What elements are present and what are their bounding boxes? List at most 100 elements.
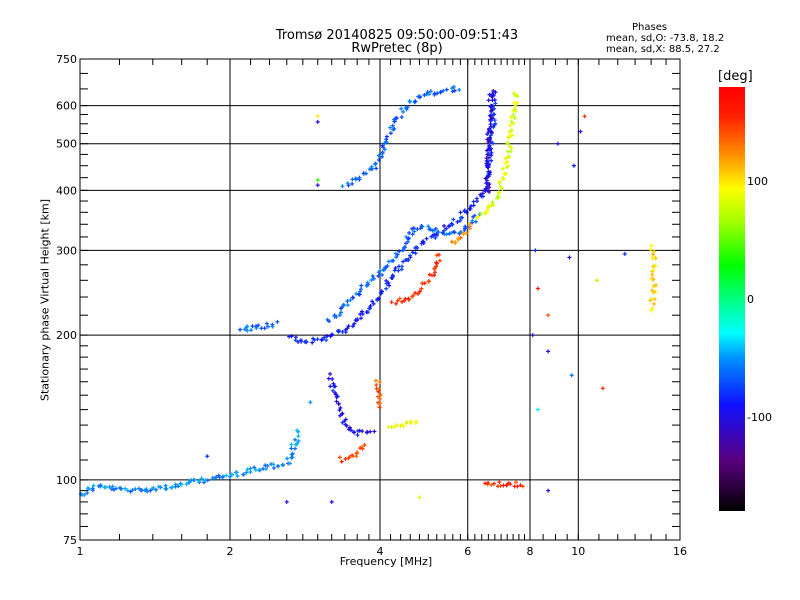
data-point: [347, 454, 352, 459]
data-point: [365, 280, 370, 285]
data-point: [296, 439, 301, 444]
data-point: [355, 433, 360, 438]
data-point: [498, 184, 503, 189]
data-point: [343, 417, 348, 422]
x-tick-label: 16: [673, 545, 687, 558]
colorbar-tick-label: 0: [747, 293, 754, 306]
data-point: [535, 286, 540, 291]
data-point: [394, 255, 399, 260]
chart-subtitle: RwPretec (8p): [351, 41, 443, 56]
data-point: [244, 470, 249, 475]
data-point: [369, 166, 374, 171]
data-point: [252, 465, 257, 470]
data-point: [332, 314, 337, 319]
data-point: [289, 334, 294, 339]
data-point: [391, 274, 396, 279]
data-point: [144, 487, 149, 492]
data-point: [330, 376, 335, 381]
data-point: [501, 177, 506, 182]
data-point: [489, 203, 494, 208]
data-point: [377, 386, 382, 391]
data-point: [292, 437, 297, 442]
data-point: [386, 259, 391, 264]
data-point: [249, 328, 254, 333]
data-point: [450, 89, 455, 94]
data-point: [467, 221, 472, 226]
data-point: [455, 219, 460, 224]
data-point: [486, 163, 491, 168]
data-point: [350, 324, 355, 329]
data-point: [650, 288, 655, 293]
data-point: [462, 228, 467, 233]
data-point: [91, 483, 96, 488]
data-point: [419, 241, 424, 246]
data-point: [349, 428, 354, 433]
data-point: [345, 181, 350, 186]
data-point: [457, 87, 462, 92]
data-point: [487, 135, 492, 140]
data-point: [428, 89, 433, 94]
data-point: [376, 296, 381, 301]
data-point: [360, 429, 365, 434]
data-point: [361, 171, 366, 176]
data-point: [377, 401, 382, 406]
data-point: [289, 446, 294, 451]
data-point: [346, 183, 351, 188]
data-point: [176, 484, 181, 489]
data-point: [324, 338, 329, 343]
data-point: [392, 268, 397, 273]
data-point: [377, 405, 382, 410]
data-point: [490, 92, 495, 97]
data-point: [497, 480, 502, 485]
y-tick-label: 75: [63, 534, 77, 547]
data-point: [367, 306, 372, 311]
data-point: [427, 92, 432, 97]
data-point: [413, 99, 418, 104]
data-point: [651, 301, 656, 306]
data-point: [399, 106, 404, 111]
data-point: [310, 340, 315, 345]
data-point: [370, 299, 375, 304]
data-point: [441, 88, 446, 93]
data-point: [315, 119, 320, 124]
data-point: [407, 230, 412, 235]
data-point: [652, 249, 657, 254]
data-point: [511, 91, 516, 96]
grid-lines: [80, 59, 680, 540]
data-point: [293, 446, 298, 451]
data-point: [325, 334, 330, 339]
data-point: [444, 226, 449, 231]
data-point: [486, 155, 491, 160]
data-point: [368, 303, 373, 308]
data-point: [600, 386, 605, 391]
data-point: [488, 117, 493, 122]
data-point: [394, 423, 399, 428]
data-point: [453, 241, 458, 246]
data-point: [427, 227, 432, 232]
data-point: [384, 286, 389, 291]
data-point: [490, 141, 495, 146]
data-point: [276, 464, 281, 469]
data-point: [503, 161, 508, 166]
data-point: [137, 486, 142, 491]
data-point: [480, 191, 485, 196]
data-point: [393, 266, 398, 271]
data-point: [245, 467, 250, 472]
data-point: [651, 268, 656, 273]
data-point: [489, 108, 494, 113]
data-point: [264, 321, 269, 326]
data-point: [486, 480, 491, 485]
data-point: [500, 187, 505, 192]
data-point: [388, 125, 393, 130]
data-point: [413, 420, 418, 425]
data-point: [399, 264, 404, 269]
data-point: [418, 95, 423, 100]
data-point: [653, 283, 658, 288]
chart-title: Tromsø 20140825 09:50:00-09:51:43: [275, 28, 519, 43]
colorbar: [719, 87, 745, 511]
colorbar-tick-label: 100: [747, 175, 768, 188]
data-point: [112, 487, 117, 492]
data-point: [520, 484, 525, 489]
data-point: [582, 114, 587, 119]
